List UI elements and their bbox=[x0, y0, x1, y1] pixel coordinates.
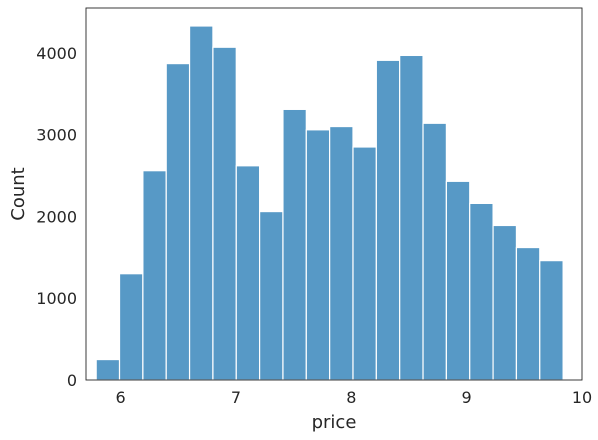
x-axis-ticks: 6 7 8 9 10 bbox=[116, 388, 593, 407]
x-tick-label: 10 bbox=[572, 388, 592, 407]
histogram-bar-15 bbox=[422, 122, 447, 381]
histogram-bar-10 bbox=[305, 129, 331, 381]
histogram-bar-18 bbox=[492, 224, 518, 381]
histogram-bar-2 bbox=[118, 273, 144, 381]
histogram-bar-7 bbox=[235, 165, 261, 381]
histogram-bars bbox=[95, 25, 564, 381]
histogram-bar-4 bbox=[165, 62, 191, 381]
y-axis-ticks: 0 1000 2000 3000 4000 bbox=[36, 44, 77, 390]
histogram-bar-6 bbox=[212, 46, 237, 381]
histogram-bar-1 bbox=[95, 358, 121, 381]
x-tick-label: 7 bbox=[231, 388, 241, 407]
histogram-bar-12 bbox=[352, 146, 377, 381]
y-tick-label: 3000 bbox=[36, 126, 77, 145]
x-tick-label: 9 bbox=[462, 388, 472, 407]
histogram-bar-3 bbox=[142, 170, 167, 381]
y-tick-label: 2000 bbox=[36, 207, 77, 226]
y-tick-label: 0 bbox=[67, 371, 77, 390]
histogram-bar-8 bbox=[259, 210, 284, 381]
x-tick-label: 8 bbox=[346, 388, 356, 407]
plot-frame bbox=[85, 7, 583, 381]
histogram-bar-11 bbox=[329, 125, 354, 381]
histogram-bar-13 bbox=[375, 59, 401, 381]
histogram-bar-16 bbox=[445, 180, 471, 381]
histogram-bar-19 bbox=[515, 246, 541, 381]
histogram-bar-9 bbox=[282, 108, 307, 381]
y-tick-label: 4000 bbox=[36, 44, 77, 63]
histogram-bar-14 bbox=[399, 54, 424, 381]
x-tick-label: 6 bbox=[116, 388, 126, 407]
x-axis-label: price bbox=[312, 412, 357, 433]
histogram-bar-17 bbox=[469, 202, 494, 381]
histogram-bar-5 bbox=[188, 25, 214, 381]
y-tick-label: 1000 bbox=[36, 289, 77, 308]
y-axis-label: Count bbox=[8, 167, 29, 220]
histogram-bar-20 bbox=[539, 260, 564, 381]
